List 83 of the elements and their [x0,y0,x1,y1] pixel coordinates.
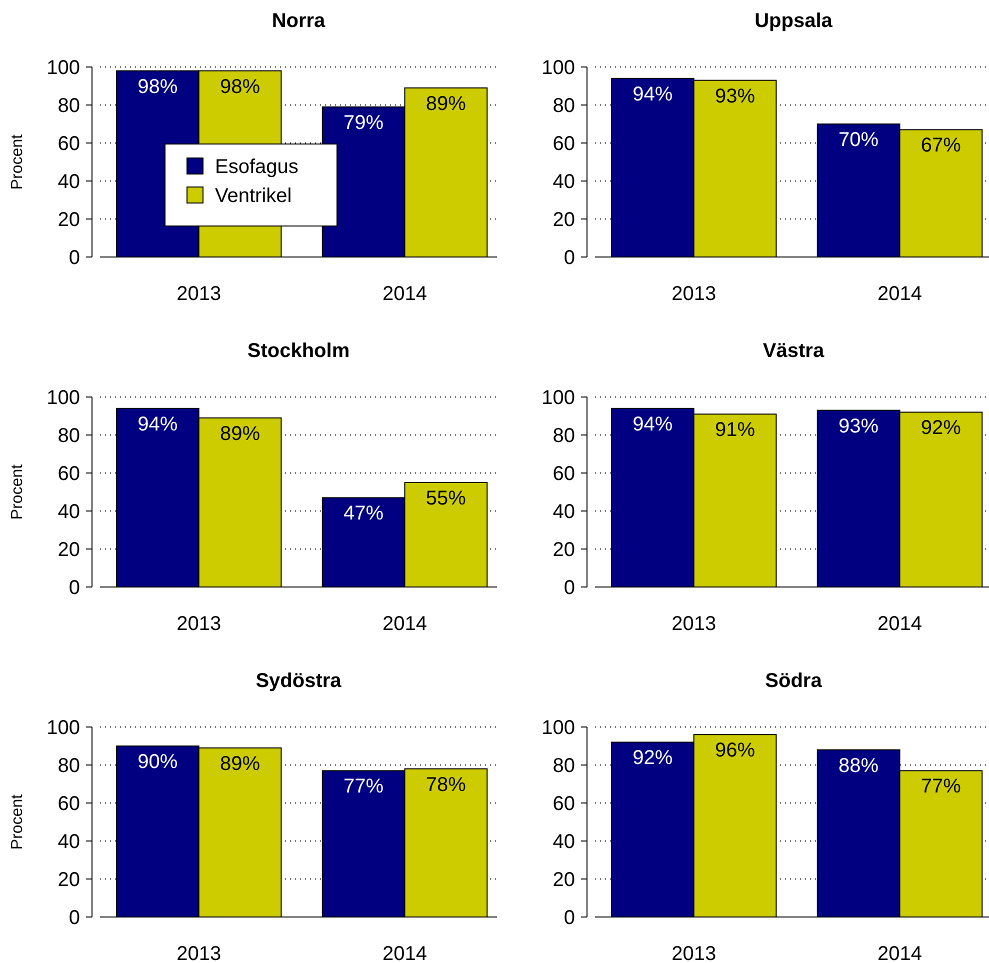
data-label: 77% [920,776,962,798]
x-tick-label: 2014 [878,943,922,963]
y-tick-label: 0 [68,577,80,599]
y-tick-label: 40 [552,831,575,853]
x-tick-label: 2013 [672,613,716,635]
chart-title: Sydöstra [256,670,342,692]
data-label: 88% [838,754,879,777]
data-label: 77% [344,776,384,798]
y-tick-label: 20 [552,869,575,891]
y-tick-label: 60 [58,793,80,815]
y-tick-label: 0 [564,247,575,269]
y-tick-label: 20 [552,539,575,561]
y-tick-label: 60 [552,463,575,485]
data-label: 89% [220,422,260,445]
y-tick-label: 60 [58,133,80,155]
y-tick-label: 40 [58,831,80,853]
y-tick-label: 60 [552,793,575,815]
y-tick-label: 40 [552,501,575,523]
x-tick-label: 2014 [878,613,922,635]
chart-title: Västra [762,340,825,362]
data-label: 79% [344,112,384,134]
x-tick-label: 2014 [878,283,922,305]
x-tick-label: 2014 [382,283,427,305]
y-tick-label: 100 [542,717,575,739]
data-label: 67% [920,134,962,157]
legend-label: Esofagus [215,156,298,178]
y-tick-label: 100 [46,57,80,79]
y-tick-label: 100 [46,387,80,409]
data-label: 78% [426,774,466,796]
data-label: 70% [838,129,879,151]
data-label: 55% [426,488,466,510]
data-label: 91% [715,419,756,442]
data-label: 94% [632,413,673,436]
y-tick-label: 20 [58,539,80,561]
legend-label: Ventrikel [215,185,292,207]
x-tick-label: 2013 [672,943,716,963]
data-label: 92% [920,417,962,440]
y-tick-label: 80 [58,425,80,447]
y-tick-label: 80 [552,95,575,117]
chart-title: Norra [272,10,326,32]
y-tick-label: 100 [542,387,575,409]
y-tick-label: 80 [58,95,80,117]
data-label: 93% [838,415,879,438]
x-tick-label: 2014 [382,613,427,635]
data-label: 98% [220,76,260,98]
x-tick-label: 2013 [176,283,222,305]
y-tick-label: 20 [552,209,575,231]
y-tick-label: 40 [552,171,575,193]
y-tick-label: 0 [564,577,575,599]
y-tick-label: 20 [58,869,80,891]
y-tick-label: 20 [58,209,80,231]
y-tick-label: 80 [552,425,575,447]
data-label: 96% [715,740,756,762]
x-tick-label: 2014 [382,943,427,963]
y-tick-label: 60 [552,133,575,155]
data-label: 98% [138,76,178,98]
y-axis-title: Procent [9,134,26,190]
y-tick-label: 100 [46,717,80,739]
chart-title: Södra [765,670,823,692]
data-label: 94% [632,83,673,106]
data-label: 93% [715,85,756,108]
data-label: 94% [138,413,178,436]
x-tick-label: 2013 [176,613,222,635]
y-tick-label: 0 [564,907,575,929]
data-label: 89% [426,92,466,115]
data-label: 47% [344,502,384,525]
data-label: 90% [138,751,178,773]
chart-title: Stockholm [247,340,350,362]
y-tick-label: 40 [58,171,80,193]
y-tick-label: 0 [68,907,80,929]
y-axis-title: Procent [9,464,26,520]
y-axis-title: Procent [9,794,26,850]
y-tick-label: 0 [68,247,80,269]
data-label: 92% [632,747,673,770]
y-tick-label: 80 [552,755,575,777]
chart-title: Uppsala [754,10,834,32]
data-label: 89% [220,752,260,775]
y-tick-label: 100 [542,57,575,79]
x-tick-label: 2013 [176,943,222,963]
x-tick-label: 2013 [672,283,716,305]
y-tick-label: 40 [58,501,80,523]
y-tick-label: 80 [58,755,80,777]
y-tick-label: 60 [58,463,80,485]
